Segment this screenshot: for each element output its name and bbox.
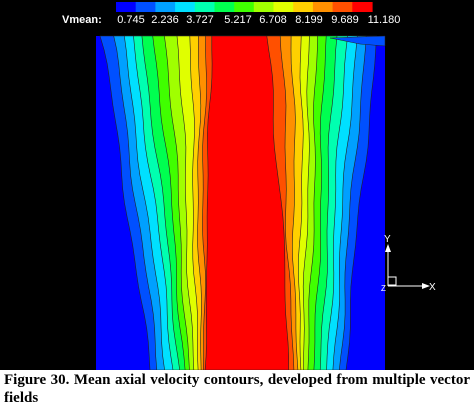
contour-plot [96,2,430,370]
colorbar-swatch [116,2,137,12]
colorbar-tick-label-5: 6.708 [259,14,287,26]
axis-origin-box [387,276,397,286]
x-axis-arrow [422,283,430,289]
colorbar-swatch [135,2,156,12]
contour-artifact [329,35,386,47]
x-axis-label: X [429,282,436,293]
colorbar-swatch [312,2,334,12]
contour-band-12 [204,35,290,370]
y-axis-arrow [385,244,391,252]
colorbar-swatch [194,2,216,12]
z-axis-label: Z [381,284,386,293]
y-axis-label: Y [384,234,391,245]
colorbar-swatch [293,2,314,12]
colorbar-tick-label-1: 0.745 [117,14,145,26]
colorbar-swatch [273,2,294,12]
colorbar-tick-label-3: 3.727 [186,14,214,26]
colorbar-tick-label-2: 2.236 [151,14,179,26]
figure-panel: Vmean: 0.745 2.236 3.727 5.217 6.708 8.1… [0,0,474,370]
colorbar-tick-label-8: 11.180 [367,14,401,26]
colorbar-swatch [175,2,196,12]
colorbar-swatch [155,2,176,12]
colorbar-tick-label-6: 8.199 [295,14,323,26]
colorbar-swatch [214,2,235,12]
colorbar-title: Vmean: [62,14,102,26]
colorbar-swatch [234,2,255,12]
colorbar-swatch [253,2,275,12]
colorbar-swatch [332,2,353,12]
colorbar-tick-label-4: 5.217 [224,14,252,26]
figure-caption: Figure 30. Mean axial velocity contours,… [4,372,470,406]
colorbar-swatch [352,2,373,12]
colorbar-tick-label-7: 9.689 [331,14,359,26]
